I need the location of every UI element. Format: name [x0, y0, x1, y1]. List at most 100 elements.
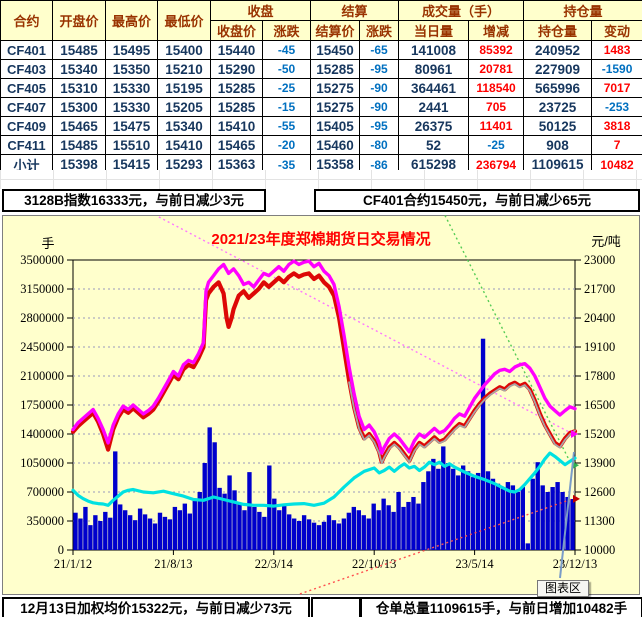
cell-value[interactable]: 2441 — [398, 97, 470, 117]
cell-change[interactable]: -95 — [359, 59, 400, 79]
trading-chart[interactable]: 0 10000 350000 11300 700000 12600 1050000 13900… — [2, 215, 640, 595]
cell-change[interactable]: -20 — [261, 135, 312, 155]
cell-value[interactable]: 15350 — [105, 59, 158, 79]
cell-change[interactable]: -45 — [261, 40, 312, 60]
table-row[interactable]: CF407 15300 15330 15205 15285 -15 15275 -90 2441… — [0, 97, 642, 117]
cell-change[interactable]: -90 — [359, 78, 400, 98]
cell-change[interactable]: -253 — [591, 97, 642, 117]
cell-contract[interactable]: CF409 — [0, 116, 53, 136]
cell-value[interactable]: 15285 — [210, 78, 263, 98]
cell-change[interactable]: -15 — [261, 97, 312, 117]
column-header[interactable]: 合约 — [0, 0, 53, 41]
group-header[interactable]: 持仓量 — [523, 0, 642, 21]
cell-value[interactable]: 15440 — [210, 40, 263, 60]
column-header[interactable]: 当日量 — [398, 20, 470, 41]
cell-value[interactable]: 15465 — [52, 116, 106, 136]
column-header[interactable]: 涨跌 — [359, 20, 400, 41]
table-row[interactable]: CF405 15310 15330 15195 15285 -25 15275 -90 3644… — [0, 78, 642, 98]
cell-value[interactable]: 15410 — [157, 135, 211, 155]
cell-change[interactable]: -95 — [359, 116, 400, 136]
cell-value[interactable]: 141008 — [398, 40, 470, 60]
cell-value[interactable]: 15340 — [52, 59, 106, 79]
cell-value[interactable]: 15290 — [210, 59, 263, 79]
cell-value[interactable]: 15495 — [105, 40, 158, 60]
cell-change[interactable]: -80 — [359, 135, 400, 155]
cell-contract[interactable]: CF401 — [0, 40, 53, 60]
cell-value[interactable]: 15450 — [310, 40, 361, 60]
cell-value[interactable]: 15310 — [52, 78, 106, 98]
cell-value[interactable]: 15285 — [310, 59, 361, 79]
cell-value[interactable]: 15485 — [52, 40, 106, 60]
cell-change[interactable]: -90 — [359, 97, 400, 117]
column-header[interactable]: 持仓量 — [523, 20, 593, 41]
column-header[interactable]: 增减 — [468, 20, 525, 41]
cell-change[interactable]: 7017 — [591, 78, 642, 98]
column-header[interactable]: 最低价 — [157, 0, 211, 41]
cell-change[interactable]: 236794 — [468, 154, 525, 175]
column-header[interactable]: 变动 — [591, 20, 642, 41]
cell-value[interactable]: 15410 — [210, 116, 263, 136]
table-row[interactable]: CF409 15465 15475 15340 15410 -55 15405 -95 2637… — [0, 116, 642, 136]
cf401-info-box[interactable]: CF401合约15450元，与前日减少65元 — [314, 189, 640, 212]
cell-value[interactable]: 565996 — [523, 78, 593, 98]
cell-value[interactable]: 15210 — [157, 59, 211, 79]
cell-change[interactable]: 1483 — [591, 40, 642, 60]
cell-value[interactable]: 15205 — [157, 97, 211, 117]
cell-value[interactable]: 15465 — [210, 135, 263, 155]
empty-box[interactable] — [311, 597, 361, 617]
group-header[interactable]: 收盘 — [209, 0, 312, 21]
cell-contract[interactable]: CF405 — [0, 78, 53, 98]
cell-value[interactable]: 908 — [523, 135, 593, 155]
cell-contract[interactable]: CF411 — [0, 135, 53, 155]
cell-value[interactable]: 15195 — [157, 78, 211, 98]
cell-change[interactable]: 7 — [591, 135, 642, 155]
cell-value[interactable]: 15363 — [210, 154, 263, 175]
cell-value[interactable]: 15475 — [105, 116, 158, 136]
cell-value[interactable]: 240952 — [523, 40, 593, 60]
group-header[interactable]: 成交量（手） — [398, 0, 525, 21]
column-header[interactable]: 涨跌 — [261, 20, 312, 41]
table-row[interactable]: CF411 15485 15510 15410 15465 -20 15460 -80 52 -2… — [0, 135, 642, 155]
cell-value[interactable]: 15400 — [157, 40, 211, 60]
cell-value[interactable]: 15485 — [52, 135, 106, 155]
cell-value[interactable]: 15275 — [310, 78, 361, 98]
cell-change[interactable]: -50 — [261, 59, 312, 79]
table-header[interactable]: 合约 开盘价 最高价 最低价 收盘 结算 成交量（手） 持仓量 收盘价 涨跌 结算价 涨跌 当日量 增减持… — [0, 0, 642, 41]
cell-value[interactable]: 15285 — [210, 97, 263, 117]
cell-value[interactable]: 15330 — [105, 78, 158, 98]
warehouse-receipt-box[interactable]: 仓单总量1109615手，与前日增加10482手 — [360, 597, 642, 617]
cell-value[interactable]: 227909 — [523, 59, 593, 79]
weighted-average-box[interactable]: 12月13日加权均价15322元，与前日减少73元 — [2, 597, 310, 617]
cell-change[interactable]: 3818 — [591, 116, 642, 136]
cell-value[interactable]: 15275 — [310, 97, 361, 117]
cell-value[interactable]: 15460 — [310, 135, 361, 155]
cell-change[interactable]: -65 — [359, 40, 400, 60]
column-header[interactable]: 收盘价 — [210, 20, 263, 41]
cell-change[interactable]: 85392 — [468, 40, 525, 60]
cell-change[interactable]: -25 — [468, 135, 525, 155]
cell-value[interactable]: 52 — [398, 135, 470, 155]
cell-change[interactable]: -55 — [261, 116, 312, 136]
table-row[interactable]: CF403 15340 15350 15210 15290 -50 15285 -95 8096… — [0, 59, 642, 79]
column-header[interactable]: 最高价 — [105, 0, 158, 41]
index-info-box[interactable]: 3128B指数16333元，与前日减少3元 — [2, 189, 266, 212]
cell-change[interactable]: 20781 — [468, 59, 525, 79]
cell-value[interactable]: 15330 — [105, 97, 158, 117]
column-header[interactable]: 结算价 — [310, 20, 361, 41]
column-header[interactable]: 开盘价 — [52, 0, 106, 41]
cell-change[interactable]: 118540 — [468, 78, 525, 98]
cell-value[interactable]: 23725 — [523, 97, 593, 117]
cell-value[interactable]: 15510 — [105, 135, 158, 155]
cell-contract[interactable]: CF403 — [0, 59, 53, 79]
table-row[interactable]: 小计 15398 15415 15293 15363 -35 15358 -86 615298 2… — [0, 154, 642, 175]
cell-value[interactable]: 15340 — [157, 116, 211, 136]
table-body[interactable]: CF401 15485 15495 15400 15440 -45 15450 -65 1410… — [0, 40, 642, 175]
cell-value[interactable]: 15300 — [52, 97, 106, 117]
table-row[interactable]: CF401 15485 15495 15400 15440 -45 15450 -65 1410… — [0, 40, 642, 60]
cell-value[interactable]: 364461 — [398, 78, 470, 98]
cell-value[interactable]: 26375 — [398, 116, 470, 136]
futures-table[interactable]: 合约 开盘价 最高价 最低价 收盘 结算 成交量（手） 持仓量 收盘价 涨跌 结算价 涨跌 当日量 增减持… — [0, 0, 642, 175]
cell-value[interactable]: 50125 — [523, 116, 593, 136]
group-header[interactable]: 结算 — [310, 0, 400, 21]
cell-contract[interactable]: CF407 — [0, 97, 53, 117]
